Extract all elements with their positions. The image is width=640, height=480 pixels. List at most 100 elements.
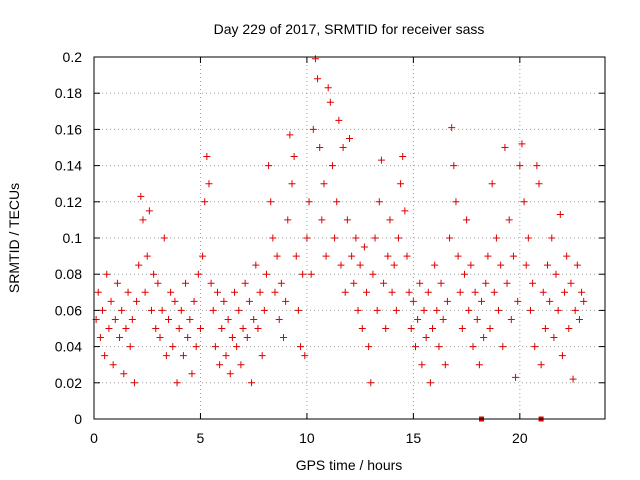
- data-point: [548, 234, 556, 242]
- data-point: [207, 279, 215, 287]
- data-point: [228, 334, 236, 342]
- data-point: [371, 234, 379, 242]
- data-point: [218, 325, 226, 332]
- data-points: [92, 55, 588, 422]
- data-point: [565, 325, 573, 332]
- data-point: [337, 261, 345, 269]
- data-point: [248, 379, 256, 387]
- data-point: [507, 315, 515, 323]
- data-point: [435, 343, 443, 351]
- data-point: [469, 343, 477, 351]
- data-point: [265, 162, 273, 170]
- data-point: [286, 131, 294, 139]
- data-point: [386, 216, 394, 224]
- data-point: [544, 261, 552, 269]
- data-point: [388, 288, 396, 296]
- data-point: [354, 306, 362, 314]
- data-point: [311, 55, 319, 63]
- data-point: [580, 297, 588, 305]
- data-point: [135, 261, 143, 269]
- data-point: [473, 315, 481, 323]
- data-point: [294, 306, 302, 314]
- data-point: [305, 198, 313, 206]
- data-point: [331, 234, 339, 242]
- data-point: [269, 234, 277, 242]
- y-tick-label: 0: [74, 411, 82, 427]
- data-point: [335, 116, 343, 124]
- data-point: [250, 315, 258, 323]
- data-point: [297, 343, 305, 351]
- plot-frame: [93, 56, 606, 420]
- data-point: [390, 261, 398, 269]
- data-point: [322, 252, 330, 260]
- x-axis-label: GPS time / hours: [296, 457, 403, 473]
- data-point: [424, 288, 432, 296]
- data-point: [446, 234, 454, 242]
- data-point: [397, 180, 405, 188]
- data-point: [290, 153, 298, 161]
- data-point: [184, 334, 192, 342]
- data-point: [199, 252, 207, 260]
- data-point: [103, 270, 111, 278]
- data-point: [480, 334, 488, 342]
- data-point: [201, 198, 209, 206]
- data-point: [143, 252, 151, 260]
- data-point: [403, 252, 411, 260]
- y-tick-label: 0.14: [55, 158, 82, 174]
- data-point: [343, 216, 351, 224]
- data-point: [409, 297, 417, 305]
- data-point: [429, 325, 437, 332]
- data-point: [267, 198, 275, 206]
- data-point: [96, 334, 104, 342]
- data-point: [431, 261, 439, 269]
- data-point: [158, 306, 166, 314]
- data-point: [556, 210, 564, 218]
- data-point: [160, 234, 168, 242]
- data-point: [367, 379, 375, 387]
- chart-title: Day 229 of 2017, SRMTID for receiver sas…: [214, 21, 485, 37]
- x-tick-label: 0: [90, 430, 98, 446]
- data-point: [465, 306, 473, 314]
- x-tick-label: 15: [406, 430, 422, 446]
- data-point: [254, 325, 262, 332]
- data-point: [418, 361, 426, 369]
- data-point: [452, 198, 460, 206]
- data-point: [277, 279, 285, 287]
- data-point: [422, 334, 430, 342]
- data-point: [454, 252, 462, 260]
- data-point: [150, 270, 158, 278]
- data-point: [524, 234, 532, 242]
- data-point: [162, 352, 170, 360]
- data-point: [514, 297, 522, 305]
- data-point: [467, 261, 475, 269]
- data-point: [165, 315, 173, 323]
- data-point: [346, 134, 353, 142]
- data-point: [252, 261, 260, 269]
- data-point: [211, 343, 219, 351]
- data-point: [441, 361, 449, 369]
- data-point: [546, 297, 554, 305]
- y-tick-label: 0.02: [55, 375, 82, 391]
- data-point: [499, 343, 507, 351]
- data-point: [271, 288, 279, 296]
- data-point: [282, 297, 290, 305]
- data-point: [152, 325, 160, 332]
- data-point: [139, 216, 147, 224]
- data-point: [239, 325, 247, 332]
- data-point: [484, 252, 492, 260]
- x-tick-label: 5: [197, 430, 205, 446]
- data-point: [111, 315, 119, 323]
- data-point: [458, 325, 466, 332]
- data-point: [478, 297, 486, 305]
- data-point: [350, 279, 358, 287]
- data-point: [124, 288, 132, 296]
- data-point: [179, 352, 187, 360]
- data-point: [369, 270, 377, 278]
- data-point: [443, 297, 451, 305]
- data-point: [352, 234, 360, 242]
- data-point: [316, 144, 324, 151]
- data-point: [456, 288, 464, 296]
- data-point: [488, 180, 496, 188]
- data-point: [284, 216, 292, 224]
